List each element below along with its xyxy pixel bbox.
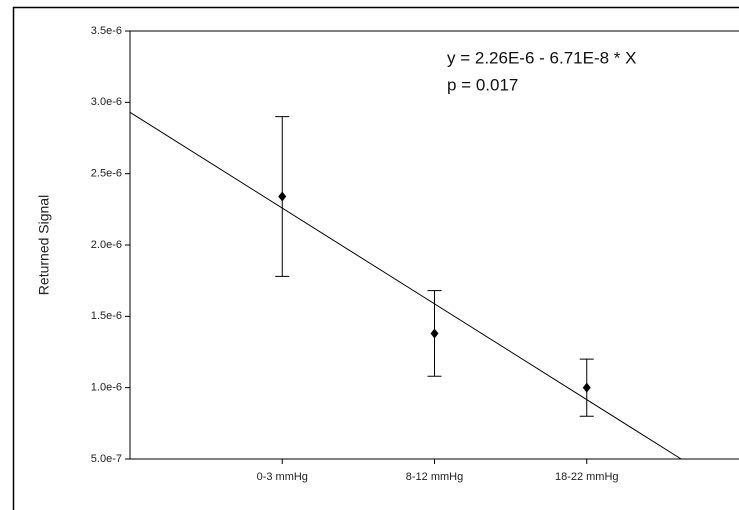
- point: [582, 382, 591, 393]
- y-axis-label: Returned Signal: [36, 195, 52, 295]
- x-tick-label: 0-3 mmHg: [257, 471, 308, 483]
- annotation: p = 0.017: [447, 75, 518, 94]
- y-tick-label: 3.5e-6: [91, 25, 122, 37]
- y-tick-label: 2.5e-6: [91, 168, 122, 180]
- y-tick-label: 2.0e-6: [91, 239, 122, 251]
- y-tick-label: 3.0e-6: [91, 96, 122, 108]
- point: [278, 191, 287, 202]
- annotation: y = 2.26E-6 - 6.71E-8 * X: [447, 48, 636, 67]
- y-tick-label: 5.0e-7: [91, 453, 122, 465]
- x-tick-label: 18-22 mmHg: [555, 471, 619, 483]
- x-tick-label: 8-12 mmHg: [406, 471, 463, 483]
- point: [430, 328, 439, 339]
- fit-line: [129, 111, 682, 460]
- y-tick-label: 1.5e-6: [91, 310, 122, 322]
- y-tick-label: 1.0e-6: [91, 382, 122, 394]
